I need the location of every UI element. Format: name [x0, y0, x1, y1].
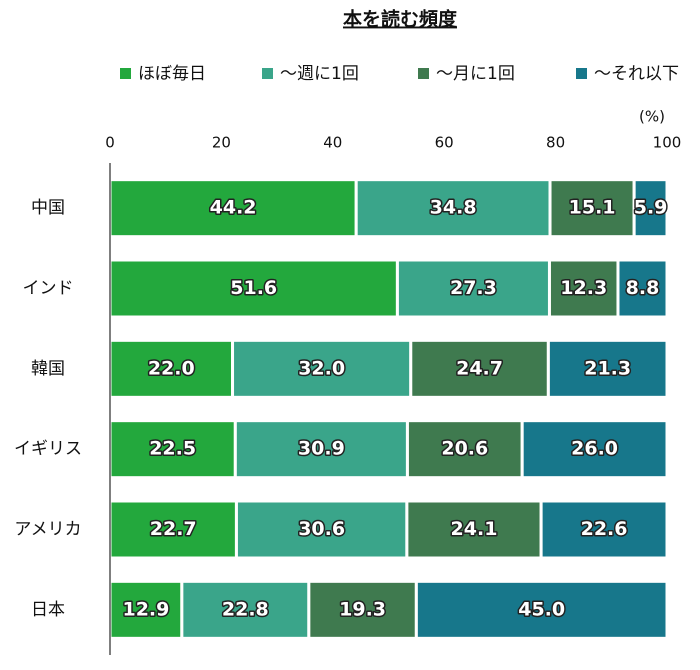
bar-segment	[233, 419, 409, 480]
bar-segment	[414, 579, 669, 640]
bar-segment	[231, 338, 413, 399]
bar-segment	[616, 258, 669, 319]
value-label: 30.9	[298, 438, 345, 460]
value-label: 22.5	[149, 438, 196, 460]
x-tick-label: 20	[212, 134, 231, 152]
bar-segment	[632, 178, 669, 239]
value-label: 22.7	[150, 518, 197, 540]
bar-segment	[180, 579, 311, 640]
legend-label: ～月に1回	[436, 64, 515, 84]
value-label: 22.8	[222, 598, 269, 620]
y-tick-label: インド	[23, 279, 74, 299]
bar-segment	[547, 258, 620, 319]
x-tick-label: 60	[435, 134, 454, 152]
value-label: 30.6	[298, 518, 345, 540]
y-tick-label: アメリカ	[14, 520, 81, 540]
x-tick-label: 0	[105, 134, 115, 152]
bar-segment	[307, 579, 418, 640]
value-label: 8.8	[626, 277, 660, 299]
value-label: 19.3	[339, 598, 386, 620]
value-label: 26.0	[571, 438, 618, 460]
bar-segment	[354, 178, 552, 239]
x-tick-label: 40	[323, 134, 342, 152]
bar-segment	[539, 499, 669, 560]
value-label: 5.9	[634, 197, 668, 219]
value-label: 15.1	[569, 197, 616, 219]
unit-label: (%)	[639, 108, 665, 126]
value-label: 20.6	[441, 438, 488, 460]
legend-label: ～それ以下	[594, 64, 679, 84]
y-tick-label: 中国	[31, 198, 65, 218]
value-label: 22.6	[581, 518, 628, 540]
x-tick-label: 80	[546, 134, 565, 152]
x-tick-label: 100	[653, 134, 682, 152]
legend-swatch	[120, 68, 131, 79]
bar-segment	[395, 258, 551, 319]
value-label: 34.8	[430, 197, 477, 219]
bar-segment	[108, 258, 399, 319]
value-label: 21.3	[584, 357, 631, 379]
value-label: 24.7	[456, 357, 503, 379]
value-label: 24.1	[451, 518, 498, 540]
y-tick-label: イギリス	[14, 439, 82, 459]
bar-segment	[548, 178, 636, 239]
legend-swatch	[262, 68, 273, 79]
y-tick-label: 韓国	[31, 359, 65, 379]
legend-label: ほぼ毎日	[138, 64, 206, 84]
value-label: 44.2	[210, 197, 257, 219]
value-label: 22.0	[148, 357, 195, 379]
y-tick-label: 日本	[31, 600, 65, 620]
legend-swatch	[576, 68, 587, 79]
chart-title: 本を読む頻度	[343, 8, 458, 31]
value-label: 12.3	[560, 277, 607, 299]
value-label: 32.0	[298, 357, 345, 379]
bar-segment	[108, 419, 237, 480]
value-label: 12.9	[122, 598, 169, 620]
value-label: 27.3	[450, 277, 497, 299]
bar-segment	[546, 338, 669, 399]
value-label: 45.0	[518, 598, 565, 620]
bar-segment	[405, 499, 543, 560]
legend-swatch	[418, 68, 429, 79]
legend-label: ～週に1回	[280, 64, 359, 84]
bar-segment	[520, 419, 669, 480]
value-label: 51.6	[230, 277, 277, 299]
